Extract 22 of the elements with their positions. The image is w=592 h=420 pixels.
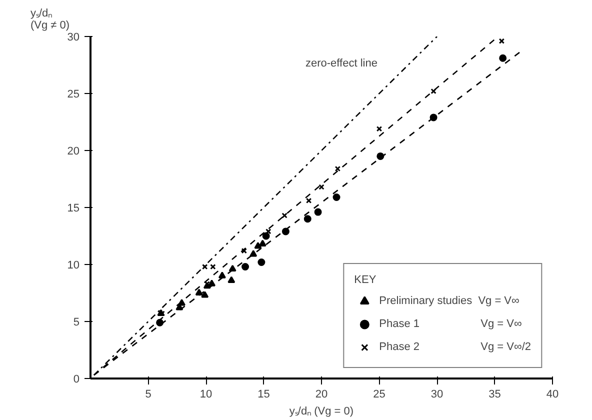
x-tick-label: 35 [488,388,501,400]
x-tick-label: 15 [258,388,270,400]
x-tick-label: 25 [373,388,386,400]
x-tick-label: 40 [546,388,559,400]
x-tick-label: 10 [200,388,212,400]
legend-label: Phase 2 Vg = V∞/2 [379,341,531,353]
annotation: zero-effect line [306,58,378,70]
y-tick-label: 30 [67,32,80,44]
y-tick-label: 20 [67,146,80,158]
y-tick-label: 0 [73,374,80,386]
legend-label: Preliminary studies Vg = V∞ [379,295,520,307]
x-tick-label: 5 [145,388,152,400]
y-tick-label: 5 [73,316,80,328]
legend-title: KEY [354,274,378,286]
legend-label: Phase 1 Vg = V∞ [379,318,522,330]
y-tick-label: 15 [67,202,80,214]
x-tick-label: 20 [315,388,328,400]
y-axis-title: yₛ/dₙ (Vg ≠ 0) [30,8,70,32]
y-tick-label: 25 [67,88,80,100]
x-tick-label: 30 [430,388,444,400]
x-axis-title: yₛ/dₙ (Vg = 0) [289,406,354,418]
y-tick-label: 10 [67,260,80,272]
